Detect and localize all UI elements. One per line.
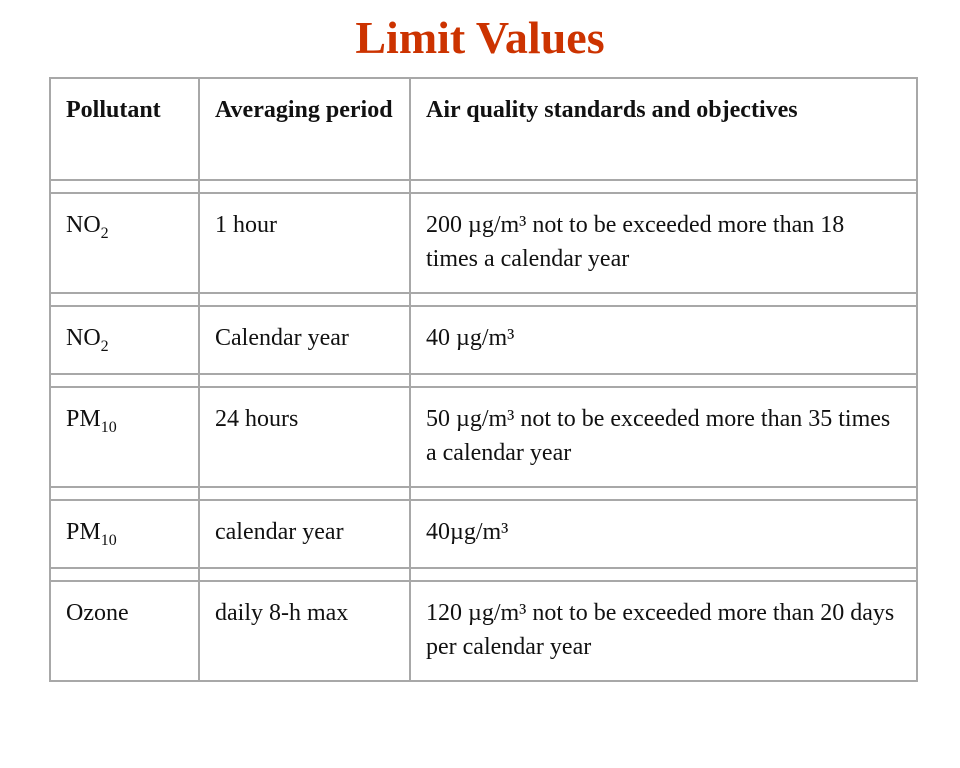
header-cell: Averaging period xyxy=(198,77,411,181)
spacer-cell xyxy=(49,292,200,307)
period-cell: 1 hour xyxy=(198,192,411,294)
spacer-cell xyxy=(49,567,200,582)
header-cell: Air quality standards and objectives xyxy=(409,77,918,181)
pollutant: NO xyxy=(66,212,101,238)
pollutant-subscript: 2 xyxy=(100,225,109,242)
spacer-row xyxy=(49,179,918,194)
spacer-cell xyxy=(198,179,411,194)
pollutant-cell: PM10 xyxy=(49,499,200,569)
period-cell: 24 hours xyxy=(198,386,411,488)
header-cell: Pollutant xyxy=(49,77,200,181)
period-cell: Calendar year xyxy=(198,305,411,375)
pollutant-cell: NO2 xyxy=(49,192,200,294)
spacer-cell xyxy=(198,373,411,388)
header-row: Pollutant Averaging period Air quality s… xyxy=(49,77,918,181)
page-title: Limit Values xyxy=(355,12,605,63)
spacer-row xyxy=(49,567,918,582)
standard-cell: 40 µg/m³ xyxy=(409,305,918,375)
spacer-cell xyxy=(409,179,918,194)
spacer-cell xyxy=(198,292,411,307)
period-cell: daily 8-h max xyxy=(198,580,411,682)
spacer-cell xyxy=(409,373,918,388)
pollutant-cell: PM10 xyxy=(49,386,200,488)
period-cell: calendar year xyxy=(198,499,411,569)
limit-table: Pollutant Averaging period Air quality s… xyxy=(49,77,918,682)
pollutant-subscript: 10 xyxy=(100,532,117,549)
pollutant: PM xyxy=(66,406,101,432)
spacer-cell xyxy=(49,486,200,501)
standard-cell: 50 µg/m³ not to be exceeded more than 35… xyxy=(409,386,918,488)
data-row: PM10 calendar year 40µg/m³ xyxy=(49,499,918,569)
spacer-cell xyxy=(198,567,411,582)
standard-cell: 200 µg/m³ not to be exceeded more than 1… xyxy=(409,192,918,294)
spacer-row xyxy=(49,373,918,388)
pollutant: NO xyxy=(66,325,101,351)
spacer-cell xyxy=(198,486,411,501)
spacer-cell xyxy=(409,567,918,582)
spacer-cell xyxy=(49,373,200,388)
data-row: PM10 24 hours 50 µg/m³ not to be exceeded … xyxy=(49,386,918,488)
spacer-row xyxy=(49,486,918,501)
pollutant-subscript: 10 xyxy=(100,419,117,436)
standard-cell: 120 µg/m³ not to be exceeded more than 2… xyxy=(409,580,918,682)
data-row: NO2 1 hour 200 µg/m³ not to be exceeded mo… xyxy=(49,192,918,294)
spacer-cell xyxy=(409,486,918,501)
pollutant-cell: Ozone xyxy=(49,580,200,682)
spacer-cell xyxy=(49,179,200,194)
pollutant-cell: NO2 xyxy=(49,305,200,375)
standard-cell: 40µg/m³ xyxy=(409,499,918,569)
pollutant: PM xyxy=(66,519,101,545)
spacer-row xyxy=(49,292,918,307)
spacer-cell xyxy=(409,292,918,307)
data-row: NO2 Calendar year 40 µg/m³ xyxy=(49,305,918,375)
pollutant-subscript: 2 xyxy=(100,338,109,355)
data-row: Ozone daily 8-h max 120 µg/m³ not to be ex… xyxy=(49,580,918,682)
pollutant: Ozone xyxy=(66,600,129,626)
